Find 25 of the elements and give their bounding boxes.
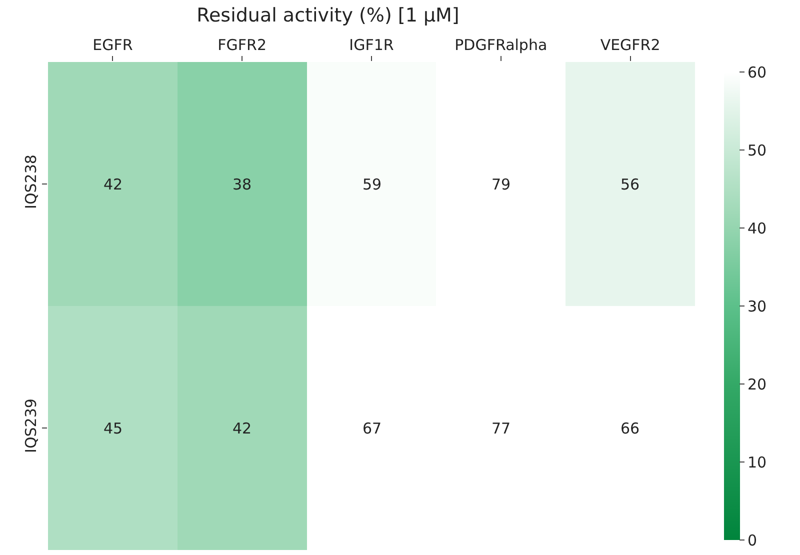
y-tick-label: IQS238: [22, 154, 40, 209]
chart-title: Residual activity (%) [1 μM]: [196, 4, 460, 27]
color-bar-label: 50: [748, 141, 767, 160]
x-tick-label: FGFR2: [218, 36, 267, 54]
y-tick-label: IQS239: [22, 398, 40, 453]
x-tick-label: PDGFRalpha: [454, 36, 548, 54]
color-bar-label: 40: [748, 219, 767, 238]
color-bar-label: 10: [748, 453, 767, 472]
data-label: 42: [103, 175, 123, 194]
x-tick-label: EGFR: [92, 36, 133, 54]
data-label: 38: [232, 175, 252, 194]
x-tick-label: IGF1R: [349, 36, 394, 54]
data-label: 79: [491, 175, 511, 194]
data-label: 77: [491, 419, 511, 438]
x-tick-label: VEGFR2: [600, 36, 660, 54]
data-label: 56: [620, 175, 640, 194]
color-bar-label: 20: [748, 375, 767, 394]
data-label: 66: [620, 419, 640, 438]
color-bar-label: 60: [748, 63, 767, 82]
data-label: 42: [232, 419, 252, 438]
color-bar-label: 30: [748, 297, 767, 316]
data-label: 45: [103, 419, 123, 438]
color-bar-label: 0: [748, 531, 758, 550]
data-label: 59: [362, 175, 382, 194]
data-label: 67: [362, 419, 382, 438]
